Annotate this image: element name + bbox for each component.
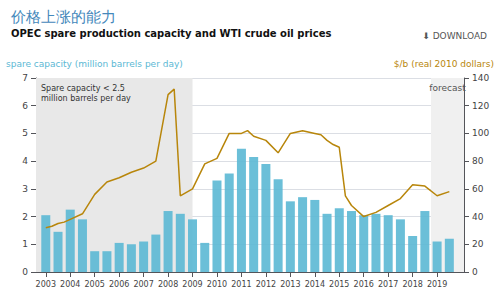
svg-text:140: 140 — [472, 73, 489, 83]
svg-text:价格上涨的能力: 价格上涨的能力 — [10, 8, 116, 26]
svg-text:0: 0 — [22, 267, 28, 277]
svg-text:0: 0 — [472, 267, 478, 277]
svg-text:2009: 2009 — [182, 280, 202, 289]
svg-text:5: 5 — [22, 128, 28, 138]
svg-text:2016: 2016 — [354, 280, 374, 289]
svg-text:spare capacity (million barrel: spare capacity (million barrels per day) — [6, 59, 183, 69]
svg-text:100: 100 — [472, 128, 489, 138]
svg-text:4: 4 — [22, 156, 28, 166]
svg-text:OPEC spare production capacity: OPEC spare production capacity and WTI c… — [11, 28, 331, 39]
svg-text:2014: 2014 — [305, 280, 325, 289]
svg-text:2006: 2006 — [109, 280, 129, 289]
svg-text:3: 3 — [22, 184, 28, 194]
svg-text:120: 120 — [472, 101, 489, 111]
svg-text:2019: 2019 — [427, 280, 447, 289]
svg-text:2018: 2018 — [402, 280, 422, 289]
svg-text:2: 2 — [22, 212, 28, 222]
svg-text:2007: 2007 — [133, 280, 153, 289]
svg-text:2008: 2008 — [158, 280, 178, 289]
svg-text:$/b (real 2010 dollars): $/b (real 2010 dollars) — [394, 59, 494, 69]
svg-text:60: 60 — [472, 184, 484, 194]
svg-text:80: 80 — [472, 156, 484, 166]
svg-text:2012: 2012 — [256, 280, 276, 289]
svg-text:forecast: forecast — [429, 83, 466, 93]
svg-text:2010: 2010 — [207, 280, 227, 289]
svg-text:2015: 2015 — [329, 280, 349, 289]
svg-text:2004: 2004 — [60, 280, 80, 289]
svg-text:6: 6 — [22, 101, 28, 111]
svg-text:2003: 2003 — [36, 280, 56, 289]
svg-text:⬇ DOWNLOAD: ⬇ DOWNLOAD — [422, 31, 487, 41]
svg-text:2013: 2013 — [280, 280, 300, 289]
svg-text:2011: 2011 — [231, 280, 251, 289]
svg-text:40: 40 — [472, 212, 484, 222]
svg-text:Spare capacity < 2.5: Spare capacity < 2.5 — [41, 84, 127, 93]
svg-text:2005: 2005 — [85, 280, 105, 289]
svg-text:7: 7 — [22, 73, 28, 83]
svg-text:20: 20 — [472, 239, 484, 249]
svg-text:million barrels per day: million barrels per day — [41, 94, 131, 103]
svg-text:1: 1 — [22, 239, 28, 249]
svg-text:2017: 2017 — [378, 280, 398, 289]
